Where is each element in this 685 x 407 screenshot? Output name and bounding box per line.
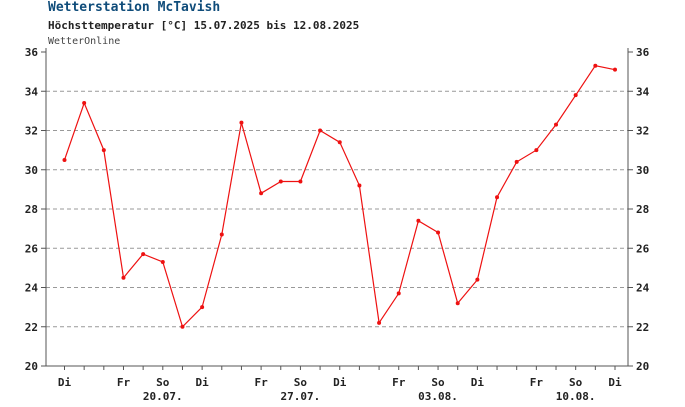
source-label: WetterOnline	[48, 36, 121, 47]
x-day-label: So	[431, 376, 445, 389]
data-point	[298, 179, 303, 184]
data-point	[121, 275, 126, 280]
x-day-label: Di	[608, 376, 622, 389]
x-day-label: Fr	[254, 376, 268, 389]
data-point	[357, 183, 362, 188]
data-point	[396, 291, 401, 296]
data-point	[495, 195, 500, 200]
x-day-label: So	[294, 376, 308, 389]
y-tick-label: 20	[25, 360, 38, 373]
data-point	[455, 301, 460, 306]
data-point	[219, 232, 224, 237]
x-date-label: 20.07.	[143, 390, 183, 403]
data-point	[554, 122, 559, 127]
data-point	[475, 277, 480, 282]
x-date-label: 10.08.	[556, 390, 596, 403]
data-point	[377, 320, 382, 325]
chart-subtitle: Höchsttemperatur [°C] 15.07.2025 bis 12.…	[48, 19, 360, 32]
data-point	[278, 179, 283, 184]
data-point	[416, 218, 421, 223]
y-tick-label: 32	[636, 125, 649, 138]
data-point	[573, 93, 578, 98]
x-date-label: 27.07.	[281, 390, 321, 403]
data-point	[160, 259, 165, 264]
chart-title: Wetterstation McTavish	[48, 0, 221, 15]
data-point	[62, 157, 67, 162]
x-date-label: 03.08.	[418, 390, 458, 403]
x-day-label: Fr	[392, 376, 406, 389]
data-point	[593, 63, 598, 68]
axes	[45, 48, 629, 370]
x-day-label: So	[569, 376, 583, 389]
data-point	[239, 120, 244, 125]
x-day-label: Di	[58, 376, 72, 389]
x-day-label: Fr	[530, 376, 544, 389]
y-tick-label: 26	[25, 242, 39, 255]
y-tick-label: 34	[25, 85, 39, 98]
x-day-label: So	[156, 376, 170, 389]
data-point	[259, 191, 264, 196]
data-point	[534, 148, 539, 153]
data-point	[436, 230, 441, 235]
x-day-label: Di	[333, 376, 347, 389]
y-tick-label: 28	[636, 203, 649, 216]
y-tick-label: 26	[636, 242, 650, 255]
data-point	[613, 67, 617, 72]
y-axis-left-ticks: 20 22 24 26 28 30 32 34 36	[25, 46, 46, 373]
data-point	[318, 128, 323, 133]
y-tick-label: 36	[636, 46, 650, 59]
data-point	[141, 252, 146, 257]
y-tick-label: 30	[25, 164, 38, 177]
data-point	[514, 159, 519, 164]
data-point	[337, 140, 342, 145]
y-tick-label: 30	[636, 164, 649, 177]
series-group	[62, 63, 617, 329]
y-tick-label: 20	[636, 360, 649, 373]
y-tick-label: 24	[636, 282, 650, 295]
x-day-label: Di	[196, 376, 210, 389]
data-point	[180, 324, 185, 329]
grid-lines	[46, 90, 628, 328]
y-tick-label: 34	[636, 85, 650, 98]
y-tick-label: 36	[25, 46, 39, 59]
y-tick-label: 32	[25, 125, 38, 138]
data-point	[101, 148, 106, 153]
data-point	[82, 101, 87, 106]
x-day-label: Fr	[117, 376, 131, 389]
y-tick-label: 22	[25, 321, 38, 334]
y-tick-label: 28	[25, 203, 38, 216]
data-point	[200, 305, 205, 310]
y-tick-label: 24	[25, 282, 39, 295]
y-tick-label: 22	[636, 321, 649, 334]
x-axis-labels: Di Fr So Di Fr So Di Fr So Di Fr So Di 20.07. 27.07. 03…	[58, 376, 622, 403]
y-axis-right-ticks: 20 22 24 26 28 30 32 34 36	[628, 46, 650, 373]
x-day-label: Di	[471, 376, 485, 389]
